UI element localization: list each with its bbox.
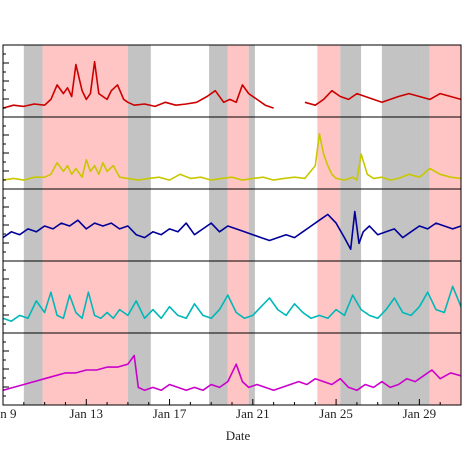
series-line-panel-4 bbox=[2, 285, 462, 322]
x-tick-label: Jan 13 bbox=[69, 406, 103, 421]
x-tick-label: Jan 29 bbox=[403, 406, 437, 421]
shaded-period-gray-7 bbox=[340, 45, 362, 405]
x-tick-label: Jan 17 bbox=[153, 406, 187, 421]
x-axis-title: Date bbox=[226, 428, 251, 443]
shaded-periods bbox=[23, 45, 461, 405]
x-tick-label: Jan 9 bbox=[0, 406, 17, 421]
x-tick-label: Jan 25 bbox=[319, 406, 353, 421]
shaded-period-gray-0 bbox=[23, 45, 43, 405]
series-lines bbox=[2, 60, 462, 392]
shaded-period-pink-4 bbox=[227, 45, 249, 405]
x-tick-labels: Jan 9 Jan 13 Jan 17 Jan 21 Jan 25 Jan 29 bbox=[0, 406, 436, 421]
axis-ticks bbox=[2, 53, 462, 405]
shaded-period-pink-10 bbox=[429, 45, 461, 405]
series-line-panel-2 bbox=[2, 132, 462, 181]
series-line-panel-5 bbox=[2, 354, 462, 392]
shaded-period-gray-5 bbox=[248, 45, 255, 405]
series-line-panel-3 bbox=[2, 210, 462, 250]
x-tick-label: Jan 21 bbox=[236, 406, 270, 421]
series-line-panel-1 bbox=[2, 60, 462, 109]
shaded-period-gray-8 bbox=[381, 45, 422, 405]
shaded-period-gray-9 bbox=[421, 45, 430, 405]
shaded-period-pink-6 bbox=[317, 45, 341, 405]
shaded-period-gray-2 bbox=[127, 45, 151, 405]
